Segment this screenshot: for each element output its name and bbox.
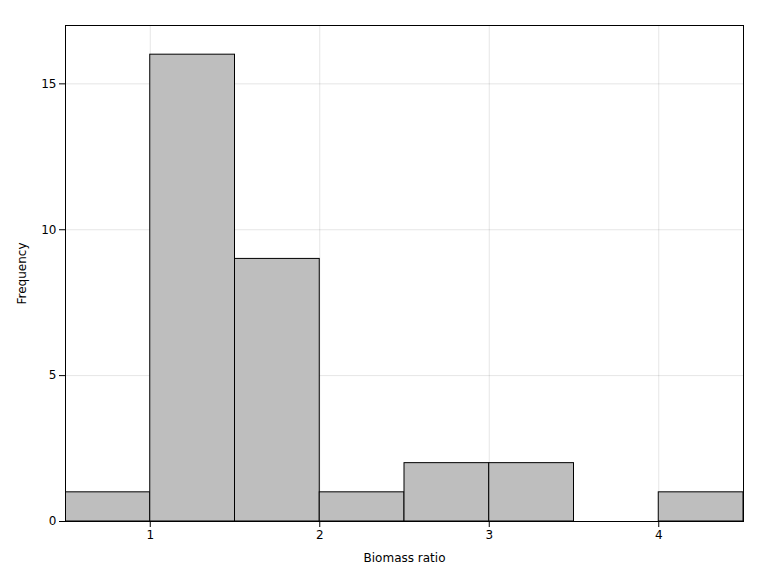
svg-text:3: 3	[485, 528, 493, 542]
svg-text:15: 15	[41, 77, 56, 91]
svg-text:5: 5	[49, 368, 57, 382]
svg-text:Biomass ratio: Biomass ratio	[364, 551, 446, 565]
svg-text:0: 0	[49, 514, 57, 528]
svg-text:Frequency: Frequency	[15, 243, 29, 305]
svg-text:4: 4	[655, 528, 663, 542]
svg-text:2: 2	[316, 528, 324, 542]
svg-text:1: 1	[146, 528, 154, 542]
svg-text:10: 10	[41, 223, 56, 237]
